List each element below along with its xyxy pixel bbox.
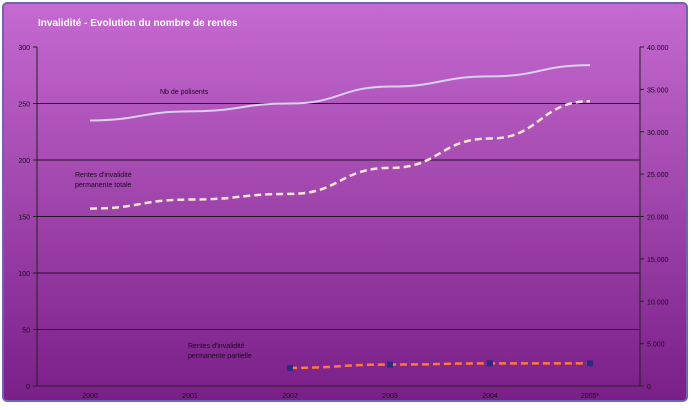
left-tick-label: 150 xyxy=(18,215,30,222)
x-tick-label: 2005* xyxy=(581,393,600,400)
right-tick-label: 25.000 xyxy=(647,172,669,179)
x-tick-label: 2002 xyxy=(282,393,298,400)
label-layer: 0 50 100 150 200 250 300 0 5.000 10.000 15.000 20.0… xyxy=(18,45,668,400)
series-marker xyxy=(487,360,493,367)
series-layer xyxy=(89,64,593,371)
right-tick-label: 10.000 xyxy=(647,299,669,306)
right-tick-label: 0 xyxy=(647,384,651,391)
annotation-label: Rentes d'invalidité xyxy=(188,343,245,350)
series-line-0 xyxy=(89,64,591,122)
x-tick-label: 2003 xyxy=(382,393,398,400)
grid-layer xyxy=(37,103,640,330)
annotation-label: permanente partielle xyxy=(188,353,252,360)
annotation-label: Rentes d'invalidité xyxy=(75,172,132,179)
left-tick-label: 250 xyxy=(18,102,30,109)
axis-layer xyxy=(33,46,644,387)
left-tick-label: 200 xyxy=(18,158,30,165)
series-line-2 xyxy=(289,362,590,370)
series-line-1 xyxy=(89,99,591,210)
right-tick-label: 20.000 xyxy=(647,215,669,222)
annotation-label: Nb de polisents xyxy=(160,89,209,96)
chart-title: Invalidité - Evolution du nombre de rent… xyxy=(38,18,238,29)
left-tick-label: 300 xyxy=(18,45,30,52)
right-tick-label: 40.000 xyxy=(647,45,669,52)
x-tick-label: 2000 xyxy=(82,393,98,400)
right-tick-label: 5.000 xyxy=(647,342,665,349)
series-marker xyxy=(387,361,393,368)
series-marker xyxy=(587,360,593,367)
x-tick-label: 2004 xyxy=(482,393,498,400)
annotation-label: permanente totale xyxy=(75,182,132,189)
right-tick-label: 30.000 xyxy=(647,130,669,137)
left-tick-label: 100 xyxy=(18,271,30,278)
series-marker xyxy=(287,364,293,371)
left-tick-label: 50 xyxy=(22,328,30,335)
left-tick-label: 0 xyxy=(26,384,30,391)
right-tick-label: 35.000 xyxy=(647,87,669,94)
right-tick-label: 15.000 xyxy=(647,257,669,264)
chart-background xyxy=(2,2,688,402)
x-tick-label: 2001 xyxy=(182,393,198,400)
